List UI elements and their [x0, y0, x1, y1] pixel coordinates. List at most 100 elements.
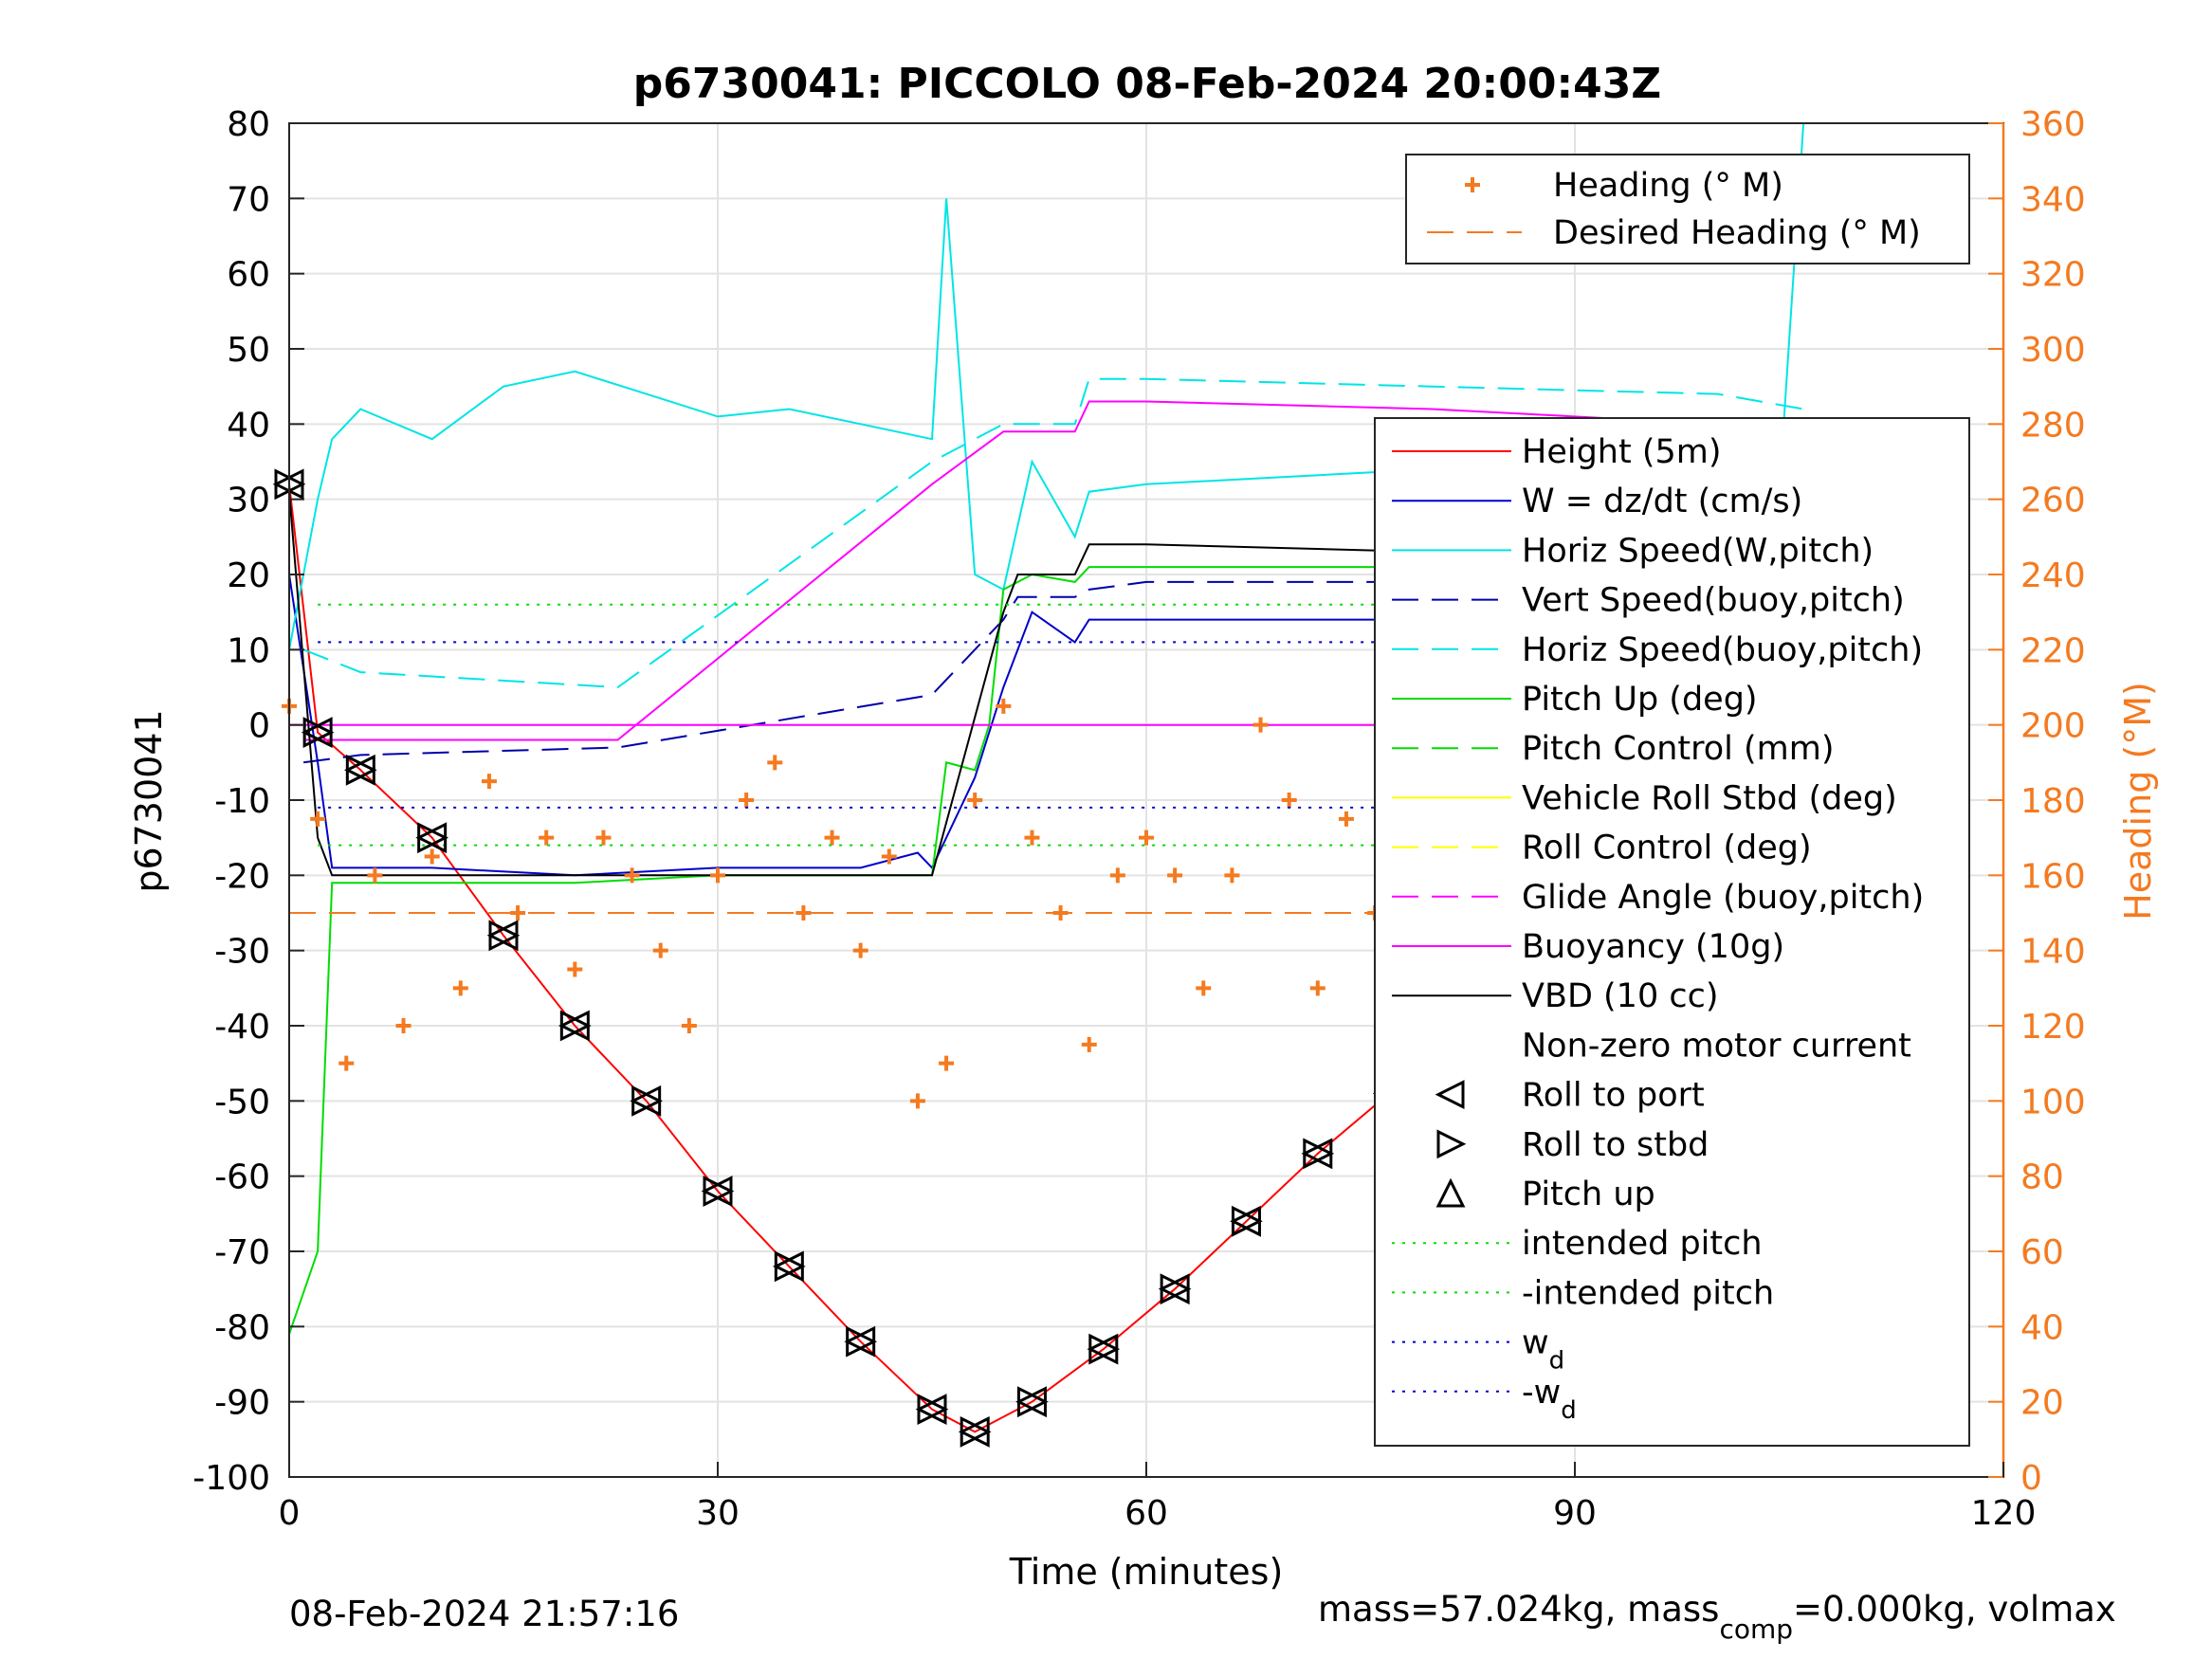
heading-point [367, 867, 383, 884]
y-right-tick-label: 100 [2020, 1083, 2086, 1121]
reference-lines [318, 603, 1804, 847]
y-tick-label: 10 [227, 631, 270, 670]
y-right-tick-label: 0 [2020, 1459, 2042, 1498]
legend-main-label: Roll to port [1522, 1077, 1705, 1115]
heading-point [395, 1018, 411, 1033]
y-right-tick-label: 200 [2020, 707, 2086, 746]
y-tick-label: 20 [227, 556, 270, 595]
heading-point [996, 698, 1012, 714]
y-tick-label: -80 [214, 1308, 270, 1347]
y-right-tick-label: 20 [2020, 1384, 2064, 1423]
roll-port-marker [415, 822, 448, 854]
heading-point [710, 867, 725, 884]
y-right-tick-label: 320 [2020, 256, 2086, 295]
y-right-tick-label: 240 [2020, 556, 2086, 595]
y-tick-label: 50 [227, 331, 270, 370]
legend-main-label: Vehicle Roll Stbd (deg) [1522, 779, 1897, 817]
roll-port-marker [1015, 1386, 1047, 1418]
chart-title: p6730041: PICCOLO 08-Feb-2024 20:00:43Z [633, 60, 1661, 108]
y-right-tick-label: 120 [2020, 1008, 2086, 1047]
footer-mass: mass=57.024kg, masscomp=0.000kg, volmax [1318, 1589, 2116, 1645]
series-glide-angle-buoy-pitch [303, 400, 1804, 741]
legend-main-label: Buoyancy (10g) [1522, 928, 1784, 966]
heading-point [310, 811, 326, 827]
heading-point [1196, 980, 1212, 996]
y-axis-right-label: Heading (°M) [2117, 682, 2159, 921]
legend-main-label: VBD (10 cc) [1522, 977, 1719, 1015]
heading-point [1309, 980, 1325, 996]
series-horiz-speed-buoy-pitch [302, 377, 1804, 689]
heading-point [939, 1055, 955, 1071]
legend-main-label: W = dz/dt (cm/s) [1522, 483, 1802, 520]
roll-port-marker [301, 717, 333, 749]
y-right-tick-label: 340 [2020, 180, 2086, 219]
heading-point [595, 830, 612, 846]
y-tick-label: 40 [227, 406, 270, 445]
heading-point [652, 942, 668, 958]
y-tick-label: 30 [227, 482, 270, 520]
heading-point [481, 774, 497, 790]
left-axis-ticks: 80 70 60 50 40 30 20 10 0 -10 -20 -30 -40 -50 -60 -70 -8… [192, 105, 304, 1498]
heading-point [681, 1018, 697, 1033]
heading-point [824, 830, 840, 846]
heading-point [338, 1055, 355, 1071]
legend-main-label: Pitch Up (deg) [1522, 681, 1758, 719]
heading-point [567, 961, 583, 977]
right-axis-ticks: 3603403203002802602402202001801601401201… [1988, 105, 2086, 1498]
y-tick-label: 70 [227, 180, 270, 219]
heading-point [852, 942, 868, 958]
y-tick-label: -20 [214, 857, 270, 896]
heading-point [539, 830, 555, 846]
legend-marker-swatch [1435, 1080, 1465, 1110]
y-right-tick-label: 260 [2020, 482, 2086, 520]
heading-point [624, 867, 640, 884]
y-right-tick-label: 80 [2020, 1158, 2064, 1197]
legend-main-label: Horiz Speed(W,pitch) [1522, 532, 1874, 570]
legend-main-label: Glide Angle (buoy,pitch) [1522, 879, 1924, 917]
y-right-tick-label: 160 [2020, 857, 2086, 896]
bottom-axis-ticks: 0 30 60 90 120 [279, 1462, 2036, 1533]
roll-port-marker [958, 1415, 990, 1448]
legend-main-label: Pitch up [1522, 1176, 1655, 1213]
y-axis-label: p6730041 [128, 709, 170, 892]
y-tick-label: -70 [214, 1233, 270, 1272]
roll-port-marker [630, 1085, 662, 1117]
roll-port-marker [772, 1250, 804, 1283]
heading-point [1167, 867, 1183, 884]
heading-point [767, 755, 783, 771]
roll-port-marker [486, 920, 519, 952]
heading-point [1281, 793, 1297, 808]
roll-port-marker [558, 1010, 590, 1042]
y-tick-label: -90 [214, 1384, 270, 1423]
heading-point [881, 848, 897, 865]
heading-point [1139, 830, 1154, 846]
y-right-tick-label: 220 [2020, 631, 2086, 670]
y-tick-label: 80 [227, 105, 270, 144]
legend-top-label: Desired Heading (° M) [1553, 214, 1921, 252]
heading-point [1338, 811, 1354, 827]
series-pitch-up-deg [288, 566, 1804, 1335]
roll-port-marker [1158, 1273, 1190, 1305]
y-right-tick-label: 180 [2020, 782, 2086, 821]
y-tick-label: -30 [214, 933, 270, 972]
y-right-tick-label: 60 [2020, 1233, 2064, 1272]
legend-main-label: Horiz Speed(buoy,pitch) [1522, 631, 1923, 669]
y-right-tick-label: 280 [2020, 406, 2086, 445]
heading-point [967, 793, 983, 808]
legend-main-label: Pitch Control (mm) [1522, 730, 1834, 768]
y-tick-label: -10 [214, 782, 270, 821]
heading-point [1024, 830, 1040, 846]
heading-point [1109, 867, 1125, 884]
roll-port-marker [1230, 1205, 1261, 1237]
legend-main: Height (5m) W = dz/dt (cm/s) Horiz Speed(W… [1374, 417, 1970, 1447]
heading-point [1224, 867, 1240, 884]
y-tick-label: -50 [214, 1083, 270, 1121]
heading-point [452, 980, 468, 996]
y-tick-label: -60 [214, 1158, 270, 1197]
roll-port-marker [1087, 1333, 1119, 1365]
legend-main-label: Roll Control (deg) [1522, 830, 1812, 867]
legend-main-label: Height (5m) [1522, 433, 1722, 471]
y-right-tick-label: 300 [2020, 331, 2086, 370]
y-right-tick-label: 360 [2020, 105, 2086, 144]
